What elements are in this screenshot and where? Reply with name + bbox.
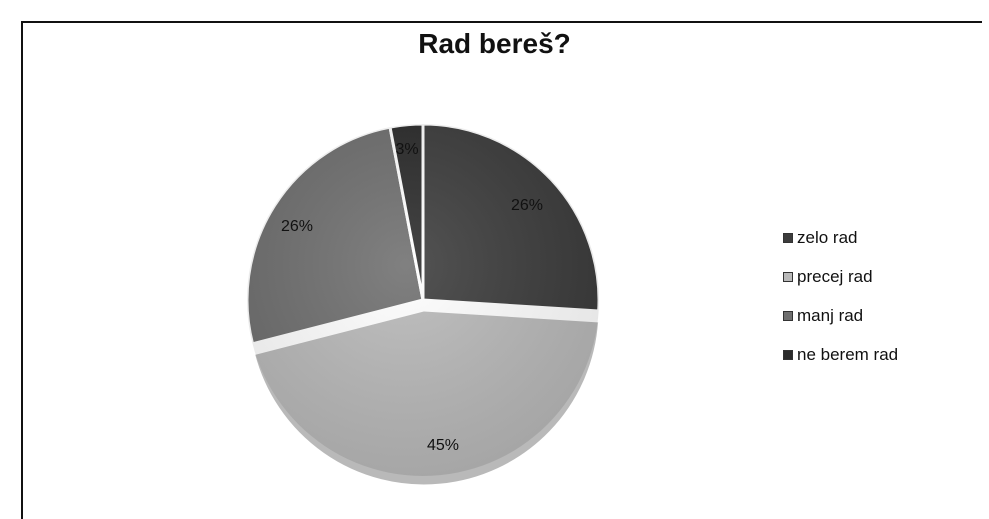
legend-swatch [783, 350, 793, 360]
legend-item: manj rad [783, 306, 963, 326]
legend-item: precej rad [783, 267, 963, 287]
legend-label: ne berem rad [797, 345, 899, 364]
legend-item: ne berem rad [783, 345, 963, 365]
legend-swatch [783, 272, 793, 282]
chart-title: Rad bereš? [418, 28, 571, 59]
pie-slice-precej-rad [251, 308, 602, 488]
pie-slice-zelo-rad [421, 122, 601, 313]
legend-label: precej rad [797, 267, 873, 286]
legend-label: zelo rad [797, 228, 858, 247]
pie-data-label-manj-rad: 26% [281, 218, 313, 235]
chart-legend: zelo rad precej rad manj rad ne berem rad [783, 228, 963, 384]
pie-data-label-ne-berem-rad: 3% [395, 141, 418, 158]
legend-item: zelo rad [783, 228, 963, 248]
pie-data-label-zelo-rad: 26% [511, 197, 543, 214]
legend-swatch [783, 233, 793, 243]
legend-label: manj rad [797, 306, 864, 325]
pie-data-label-precej-rad: 45% [427, 437, 459, 454]
legend-swatch [783, 311, 793, 321]
